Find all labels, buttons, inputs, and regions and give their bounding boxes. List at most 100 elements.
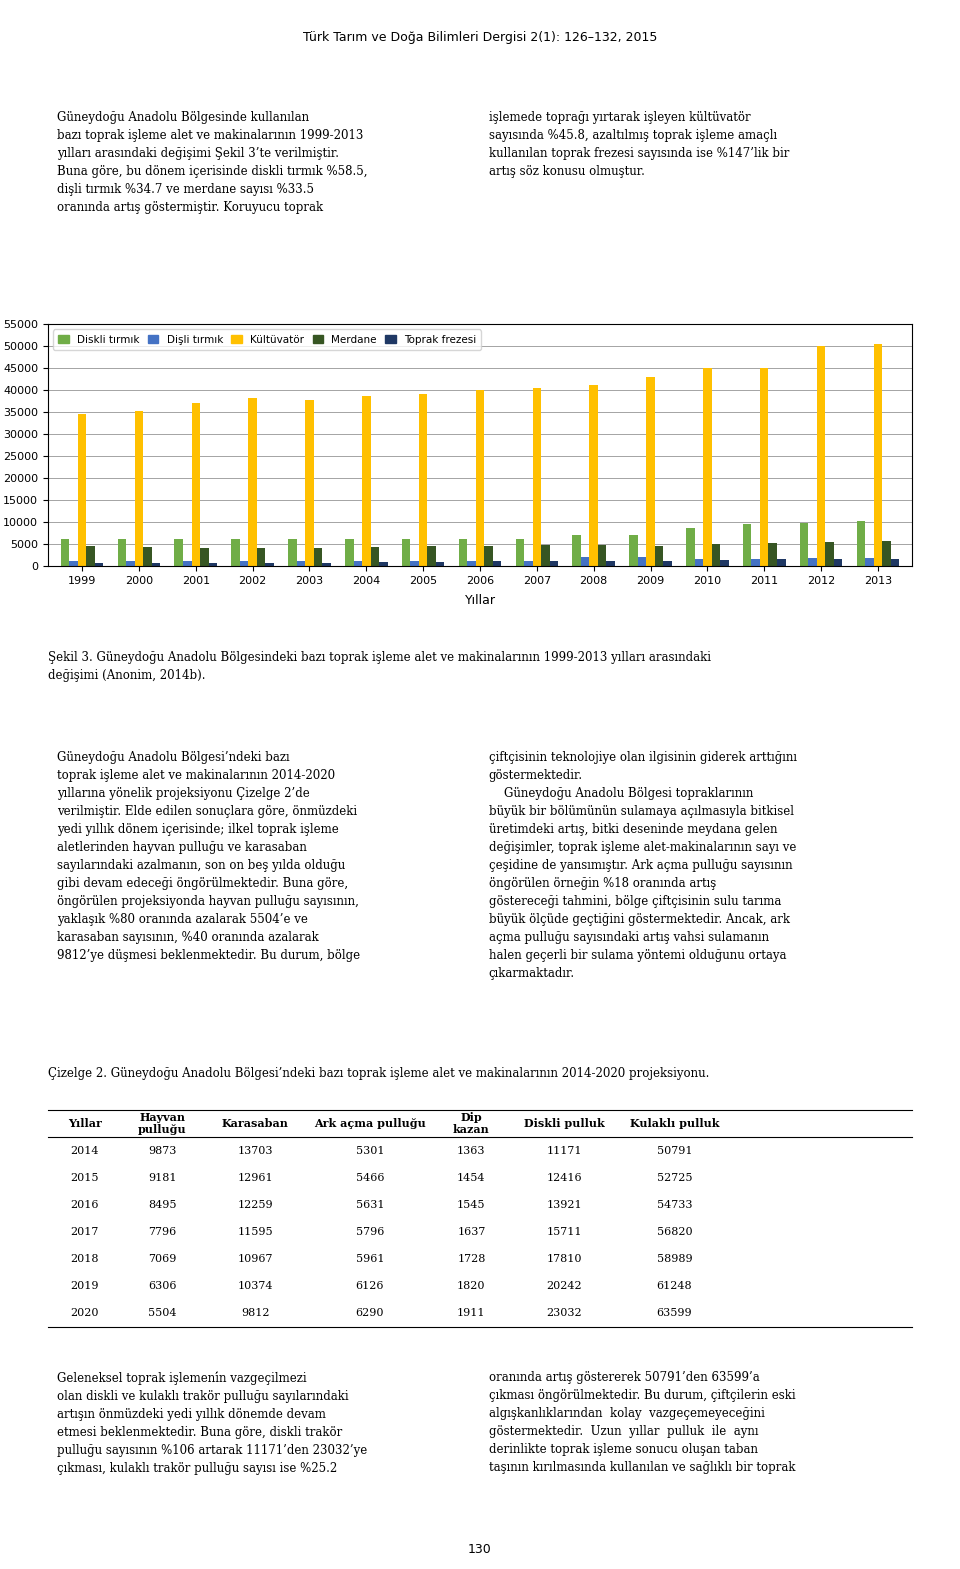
Text: 5961: 5961 <box>355 1254 384 1265</box>
Text: 5796: 5796 <box>355 1227 384 1236</box>
Text: Kulaklı pulluk: Kulaklı pulluk <box>630 1119 719 1130</box>
Text: 9873: 9873 <box>148 1145 177 1156</box>
Bar <box>353 562 362 566</box>
Bar <box>484 546 492 566</box>
Bar <box>371 548 379 566</box>
Bar <box>257 548 265 566</box>
Bar <box>695 559 703 566</box>
Text: 2017: 2017 <box>70 1227 99 1236</box>
Bar <box>419 394 427 566</box>
Text: 11171: 11171 <box>546 1145 582 1156</box>
Text: 1728: 1728 <box>457 1254 486 1265</box>
Bar <box>175 540 183 566</box>
Text: 2015: 2015 <box>70 1172 99 1183</box>
Bar <box>808 559 817 566</box>
Text: 11595: 11595 <box>237 1227 274 1236</box>
Bar <box>711 544 720 566</box>
Bar <box>646 378 655 566</box>
Bar <box>249 399 257 566</box>
Bar <box>265 563 274 566</box>
Text: 13703: 13703 <box>238 1145 273 1156</box>
Bar <box>572 535 581 566</box>
Text: 13921: 13921 <box>546 1200 582 1210</box>
Bar <box>69 560 78 566</box>
Text: 5466: 5466 <box>355 1172 384 1183</box>
Text: 9812: 9812 <box>241 1309 270 1318</box>
Text: 1911: 1911 <box>457 1309 486 1318</box>
Text: işlemede toprağı yırtarak işleyen kültüvatör
sayısında %45.8, azaltılmış toprak : işlemede toprağı yırtarak işleyen kültüv… <box>489 111 789 177</box>
Text: Diskli pulluk: Diskli pulluk <box>524 1119 605 1130</box>
Bar <box>143 548 152 566</box>
Text: 56820: 56820 <box>657 1227 692 1236</box>
Bar <box>629 535 637 566</box>
Bar <box>200 548 208 566</box>
Bar <box>891 559 900 566</box>
Text: 8495: 8495 <box>148 1200 177 1210</box>
Text: Şekil 3. Güneydоğu Anadolu Bölgesindeki bazı toprak işleme alet ve makinalarının: Şekil 3. Güneydоğu Anadolu Bölgesindeki … <box>48 651 711 683</box>
Bar <box>402 540 410 566</box>
Text: 6126: 6126 <box>355 1282 384 1291</box>
Text: 58989: 58989 <box>657 1254 692 1265</box>
Text: 10374: 10374 <box>238 1282 273 1291</box>
Text: Dip
kazan: Dip kazan <box>453 1111 490 1136</box>
Bar <box>297 560 305 566</box>
Bar <box>492 562 501 566</box>
Text: 20242: 20242 <box>546 1282 582 1291</box>
Text: 2019: 2019 <box>70 1282 99 1291</box>
Bar <box>581 557 589 566</box>
Bar <box>362 395 371 566</box>
Bar <box>598 544 607 566</box>
Bar <box>834 559 842 566</box>
Bar <box>436 562 444 566</box>
Text: 2018: 2018 <box>70 1254 99 1265</box>
Text: 12961: 12961 <box>237 1172 274 1183</box>
Bar <box>686 527 695 566</box>
Text: 1454: 1454 <box>457 1172 486 1183</box>
Bar <box>288 540 297 566</box>
Bar <box>345 540 353 566</box>
Bar <box>752 559 760 566</box>
Text: Türk Tarım ve Doğa Bilimleri Dergisi 2(1): 126–132, 2015: Türk Tarım ve Doğa Bilimleri Dergisi 2(1… <box>302 31 658 44</box>
Text: Güneydоğu Anadolu Bölgesinde kullanılan
bazı toprak işleme alet ve makinalarının: Güneydоğu Anadolu Bölgesinde kullanılan … <box>57 111 367 213</box>
Bar <box>524 560 533 566</box>
Text: Geleneksel toprak işlemenín vazgeçilmezi
olan diskli ve kulaklı trakör pulluğu : Geleneksel toprak işlemenín vazgeçilmez… <box>57 1371 367 1475</box>
Text: 2016: 2016 <box>70 1200 99 1210</box>
Bar <box>183 560 192 566</box>
Text: 63599: 63599 <box>657 1309 692 1318</box>
Text: oranında artış göstererek 50791’den 63599’a
çıkması öngörülmektedir. Bu durum, ç: oranında artış göstererek 50791’den 6359… <box>489 1371 795 1475</box>
Bar <box>410 560 419 566</box>
Bar <box>95 563 104 566</box>
Bar <box>305 400 314 566</box>
Text: 5631: 5631 <box>355 1200 384 1210</box>
Text: 50791: 50791 <box>657 1145 692 1156</box>
Bar <box>703 369 711 566</box>
Bar <box>60 540 69 566</box>
Text: 5301: 5301 <box>355 1145 384 1156</box>
Bar <box>476 391 484 566</box>
Bar <box>427 546 436 566</box>
Bar <box>817 347 826 566</box>
Bar <box>541 544 550 566</box>
Bar <box>768 543 777 566</box>
Bar <box>459 540 468 566</box>
X-axis label: Yıllar: Yıllar <box>465 595 495 607</box>
Text: Karasaban: Karasaban <box>222 1119 289 1130</box>
Text: çiftçisinin teknolojiye olan ilgisinin giderek arttığını
göstermektedir.
    Gün: çiftçisinin teknolojiye olan ilgisinin g… <box>489 752 797 981</box>
Text: 12416: 12416 <box>546 1172 582 1183</box>
Bar <box>856 521 865 566</box>
Text: 23032: 23032 <box>546 1309 582 1318</box>
Bar <box>78 414 86 566</box>
Bar <box>323 563 331 566</box>
Bar <box>533 388 541 566</box>
Text: 17810: 17810 <box>546 1254 582 1265</box>
Text: 10967: 10967 <box>238 1254 273 1265</box>
Text: 54733: 54733 <box>657 1200 692 1210</box>
Text: 7069: 7069 <box>148 1254 177 1265</box>
Bar <box>231 540 240 566</box>
Text: Hayvan
pulluğu: Hayvan pulluğu <box>138 1111 187 1136</box>
Text: 130: 130 <box>468 1544 492 1556</box>
Text: Yıllar: Yıllar <box>68 1119 102 1130</box>
Text: 1545: 1545 <box>457 1200 486 1210</box>
Text: 6290: 6290 <box>355 1309 384 1318</box>
Bar <box>126 560 134 566</box>
